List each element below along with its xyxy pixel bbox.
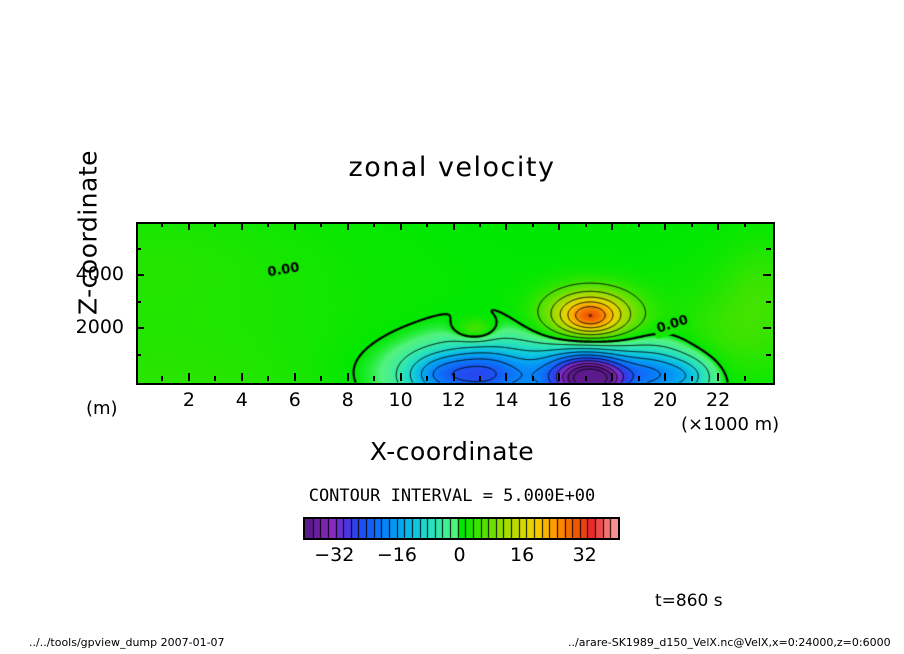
- x-tick: [452, 373, 455, 381]
- x-tick-top: [558, 222, 561, 230]
- colorbar: [303, 517, 620, 540]
- footer-datasource: ../arare-SK1989_d150_VelX.nc@VelX,x=0:24…: [568, 636, 891, 649]
- y-tick: [136, 327, 144, 329]
- x-tick-label: 4: [235, 389, 248, 411]
- x-tick-top: [267, 222, 270, 227]
- x-tick: [161, 376, 164, 381]
- y-tick-right: [763, 327, 771, 329]
- y-tick-right: [766, 247, 771, 250]
- colorbar-tick-label: −16: [376, 544, 417, 566]
- x-tick: [611, 373, 614, 381]
- x-tick-label: 10: [388, 389, 413, 411]
- y-tick: [136, 247, 141, 250]
- contour-field-canvas: [138, 224, 773, 383]
- x-tick-top: [664, 222, 667, 230]
- x-tick: [505, 373, 508, 381]
- x-tick-top: [214, 222, 217, 227]
- colorbar-canvas: [305, 519, 618, 538]
- x-tick: [478, 376, 481, 381]
- x-tick: [531, 376, 534, 381]
- x-tick-top: [611, 222, 614, 230]
- x-tick: [399, 373, 402, 381]
- x-tick-top: [717, 222, 720, 230]
- x-tick: [690, 376, 693, 381]
- y-tick: [136, 300, 141, 303]
- x-tick: [373, 376, 376, 381]
- x-tick-label: 14: [494, 389, 519, 411]
- x-axis-title: X-coordinate: [369, 437, 535, 466]
- colorbar-tick-label: 32: [572, 544, 597, 566]
- x-tick: [584, 376, 587, 381]
- x-tick-label: 20: [653, 389, 678, 411]
- colorbar-tick-label: 16: [510, 544, 535, 566]
- x-tick: [426, 376, 429, 381]
- y-tick-label: 4000: [75, 263, 124, 285]
- x-tick-top: [399, 222, 402, 230]
- x-tick-top: [293, 222, 296, 230]
- x-tick: [346, 373, 349, 381]
- x-tick: [240, 373, 243, 381]
- y-tick-right: [763, 274, 771, 276]
- x-tick: [743, 376, 746, 381]
- x-tick: [293, 373, 296, 381]
- x-tick-top: [531, 222, 534, 227]
- x-tick: [187, 373, 190, 381]
- x-tick-top: [320, 222, 323, 227]
- time-label: t=860 s: [655, 591, 723, 611]
- x-tick: [637, 376, 640, 381]
- y-tick: [136, 353, 141, 356]
- x-tick-label: 6: [288, 389, 301, 411]
- contour-plot-area: [136, 222, 775, 385]
- x-axis-unit: (×1000 m): [681, 414, 780, 435]
- x-tick-top: [187, 222, 190, 230]
- colorbar-tick-label: −32: [314, 544, 355, 566]
- x-tick-top: [637, 222, 640, 227]
- x-tick: [214, 376, 217, 381]
- x-tick: [717, 373, 720, 381]
- y-tick-right: [766, 353, 771, 356]
- x-tick: [664, 373, 667, 381]
- x-tick-top: [346, 222, 349, 230]
- contour-interval-caption: CONTOUR INTERVAL = 5.000E+00: [308, 486, 596, 506]
- x-tick-top: [505, 222, 508, 230]
- x-tick-label: 22: [705, 389, 731, 411]
- x-tick-top: [478, 222, 481, 227]
- x-tick-label: 8: [341, 389, 354, 411]
- x-tick-top: [373, 222, 376, 227]
- x-tick: [267, 376, 270, 381]
- x-tick: [320, 376, 323, 381]
- x-tick-label: 12: [441, 389, 466, 411]
- footer-command: ../../tools/gpview_dump 2007-01-07: [29, 636, 225, 649]
- x-tick-label: 2: [182, 389, 195, 411]
- x-tick-top: [690, 222, 693, 227]
- x-tick-top: [452, 222, 455, 230]
- y-tick: [136, 274, 144, 276]
- x-tick-top: [426, 222, 429, 227]
- y-tick-right: [766, 300, 771, 303]
- x-tick-label: 18: [600, 389, 625, 411]
- x-tick-top: [584, 222, 587, 227]
- colorbar-tick-label: 0: [453, 544, 466, 566]
- x-tick-top: [743, 222, 746, 227]
- y-axis-unit: (m): [86, 398, 118, 419]
- page-title: zonal velocity: [348, 152, 556, 183]
- x-tick: [558, 373, 561, 381]
- x-tick-top: [240, 222, 243, 230]
- x-tick-label: 16: [547, 389, 572, 411]
- x-tick-top: [161, 222, 164, 227]
- y-tick-label: 2000: [75, 316, 124, 338]
